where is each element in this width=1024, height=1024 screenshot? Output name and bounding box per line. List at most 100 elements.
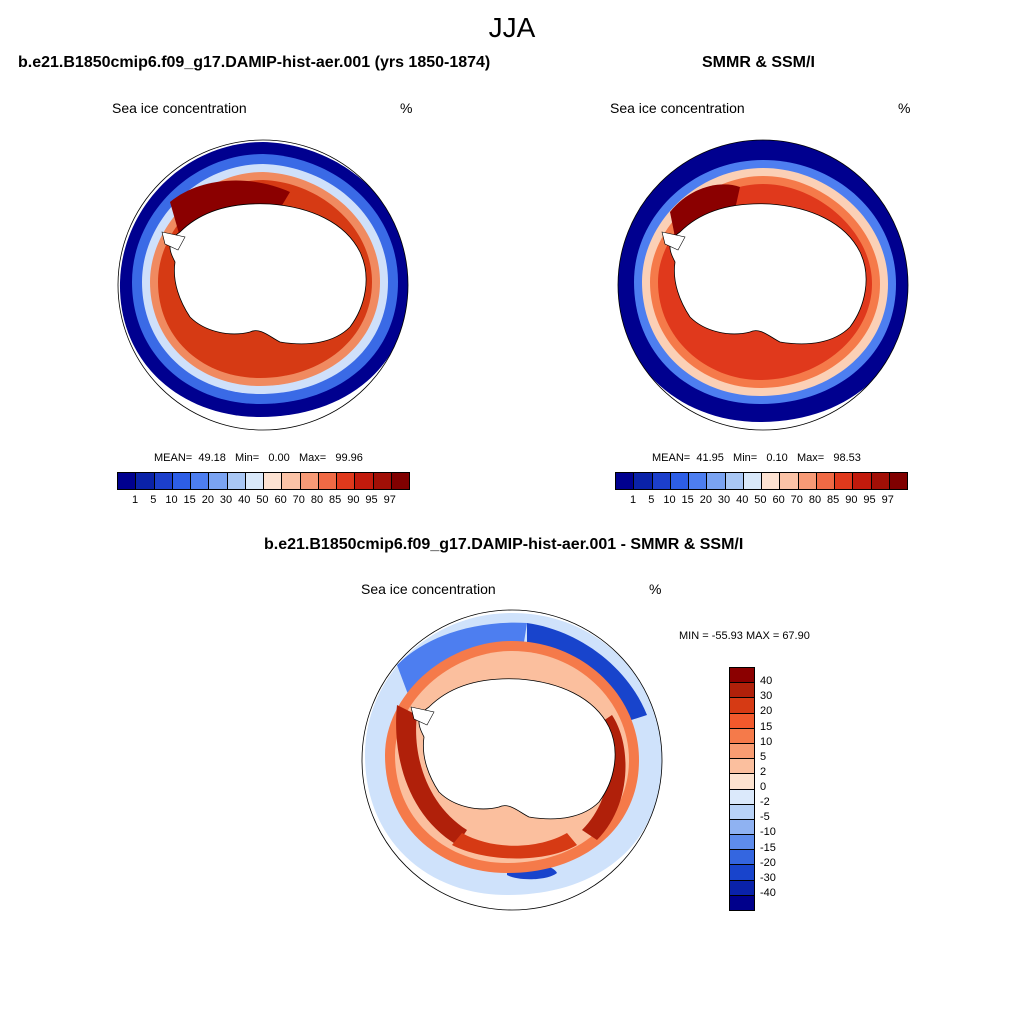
colorbar-tick-label: 95 [863,494,876,506]
colorbar-tick-label: 40 [736,494,749,506]
colorbar-tick-label: -40 [760,886,776,899]
colorbar-swatch [730,803,754,819]
colorbar-tick-label: 30 [219,494,233,506]
model-colorbar-labels: 1 5 10 15 20 30 40 50 60 70 80 85 90 95 97 [126,494,399,506]
colorbar-swatch [724,473,743,489]
colorbar-swatch [888,473,907,489]
colorbar-swatch [730,894,754,910]
colorbar-swatch [299,473,318,489]
colorbar-swatch [651,473,670,489]
colorbar-tick-label: -5 [760,811,770,824]
colorbar-swatch [730,727,754,743]
model-variable-label: Sea ice concentration [112,100,247,116]
colorbar-swatch [730,668,754,683]
colorbar-tick-label: 60 [274,494,287,506]
colorbar-swatch [390,473,409,489]
obs-units-label: % [898,100,911,116]
colorbar-swatch [730,849,754,865]
colorbar-tick-label: 20 [201,494,214,506]
colorbar-swatch [354,473,373,489]
colorbar-swatch [852,473,871,489]
colorbar-tick-label: 10 [663,494,676,506]
colorbar-tick-label: 1 [630,494,637,506]
colorbar-tick-label: 85 [329,494,342,506]
diff-polar-map [361,609,663,911]
colorbar-tick-label: 15 [183,494,196,506]
colorbar-tick-label: -20 [760,856,776,869]
colorbar-swatch [706,473,725,489]
model-colorbar [117,472,410,490]
obs-colorbar-labels: 1 5 10 15 20 30 40 50 60 70 80 85 90 95 97 [624,494,897,506]
obs-polar-map [617,139,909,431]
colorbar-tick-label: 2 [760,765,767,778]
colorbar-swatch [730,712,754,728]
colorbar-swatch [118,473,136,489]
diff-variable-label: Sea ice concentration [361,581,496,597]
colorbar-swatch [730,879,754,895]
colorbar-swatch [688,473,707,489]
colorbar-tick-label: -30 [760,871,776,884]
colorbar-tick-label: 90 [347,494,360,506]
colorbar-tick-label: 5 [150,494,157,506]
colorbar-swatch [730,818,754,835]
colorbar-tick-label: 15 [760,720,773,733]
colorbar-swatch [669,473,688,489]
obs-panel-title: SMMR & SSM/I [702,54,815,71]
colorbar-tick-label: 40 [238,494,251,506]
colorbar-swatch [730,697,754,713]
colorbar-tick-label: -10 [760,826,776,839]
colorbar-tick-label: 60 [772,494,785,506]
colorbar-tick-label: 50 [754,494,767,506]
colorbar-tick-label: 5 [648,494,655,506]
colorbar-tick-label: 10 [760,735,773,748]
colorbar-tick-label: 10 [165,494,178,506]
colorbar-tick-label: 95 [365,494,378,506]
colorbar-swatch [730,682,754,698]
colorbar-tick-label: 1 [132,494,139,506]
colorbar-swatch [761,473,780,489]
colorbar-tick-label: 20 [699,494,712,506]
colorbar-tick-label: 30 [760,690,773,703]
colorbar-swatch [730,864,754,880]
colorbar-tick-label: 80 [310,494,324,506]
colorbar-swatch [281,473,300,489]
colorbar-tick-label: 15 [681,494,694,506]
colorbar-swatch [226,473,245,489]
colorbar-swatch [730,834,754,850]
colorbar-swatch [263,473,282,489]
colorbar-swatch [834,473,853,489]
colorbar-tick-label: -2 [760,796,770,809]
diff-units-label: % [649,581,662,597]
obs-variable-label: Sea ice concentration [610,100,745,116]
colorbar-swatch [208,473,227,489]
colorbar-tick-label: -15 [760,841,776,854]
diff-stats: MIN = -55.93 MAX = 67.90 [679,630,810,642]
colorbar-swatch [730,758,754,774]
colorbar-swatch [797,473,816,489]
colorbar-tick-label: 30 [717,494,731,506]
diff-panel-title: b.e21.B1850cmip6.f09_g17.DAMIP-hist-aer.… [264,536,744,553]
obs-stats: MEAN= 41.95 Min= 0.10 Max= 98.53 [652,452,861,464]
colorbar-tick-label: 70 [790,494,803,506]
colorbar-swatch [730,742,754,759]
obs-colorbar [615,472,908,490]
colorbar-swatch [190,473,209,489]
colorbar-swatch [153,473,172,489]
colorbar-tick-label: 85 [827,494,840,506]
colorbar-swatch [317,473,336,489]
colorbar-tick-label: 40 [760,675,773,688]
colorbar-swatch [244,473,263,489]
colorbar-tick-label: 5 [760,750,767,763]
model-stats: MEAN= 49.18 Min= 0.00 Max= 99.96 [154,452,363,464]
colorbar-swatch [135,473,154,489]
colorbar-swatch [616,473,634,489]
colorbar-tick-label: 97 [383,494,396,506]
season-title: JJA [488,12,536,43]
colorbar-swatch [742,473,761,489]
diff-colorbar [729,667,755,911]
colorbar-swatch [779,473,798,489]
colorbar-swatch [633,473,652,489]
colorbar-swatch [372,473,391,489]
colorbar-tick-label: 80 [808,494,822,506]
colorbar-swatch [730,788,754,804]
